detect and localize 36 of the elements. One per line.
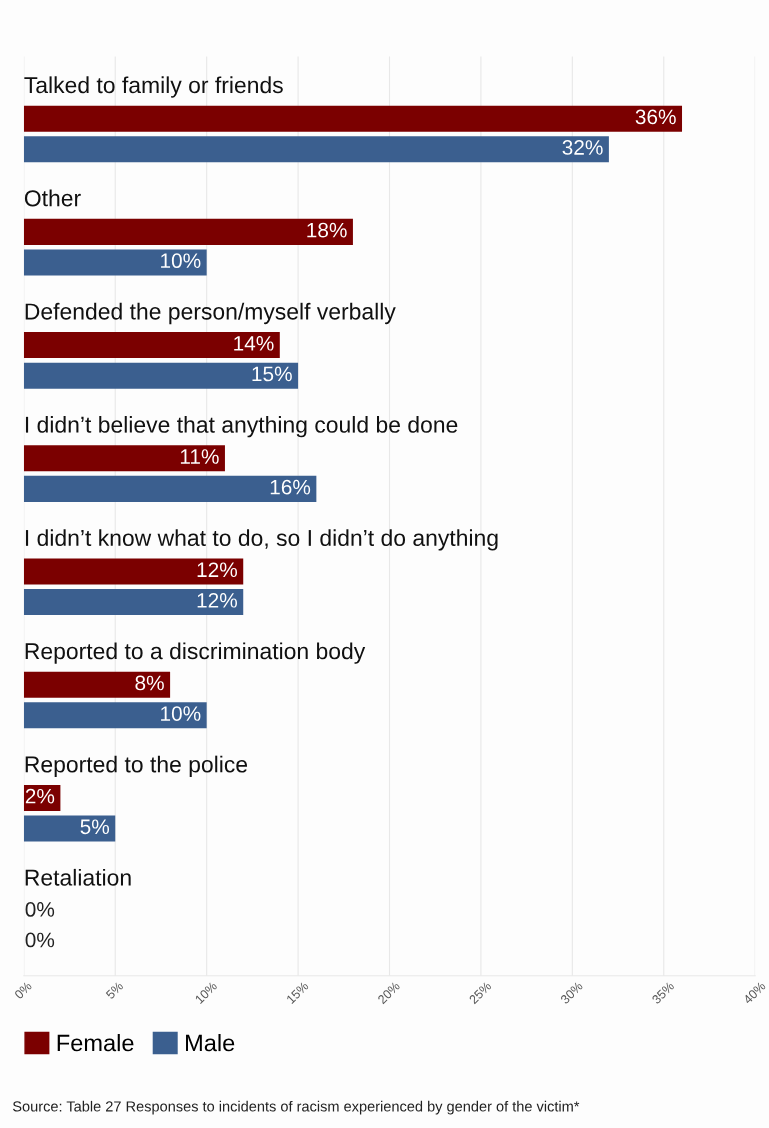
y-tick-label: Reported to the police (25, 755, 248, 778)
data-label: 16% (270, 479, 311, 495)
x-tick-label: 10% (194, 981, 218, 1005)
data-label: 0% (25, 932, 55, 948)
y-tick-label: Defended the person/myself verbally (25, 302, 396, 325)
data-label: 8% (135, 675, 164, 691)
x-tick-label: 0% (13, 981, 33, 1000)
data-label: 32% (562, 140, 603, 155)
data-label: 2% (25, 788, 55, 804)
y-tick-label: I didn’t know what to do, so I didn’t do anything (25, 529, 498, 551)
legend-label: Male (186, 1033, 235, 1052)
data-label: 0% (25, 902, 55, 917)
data-label: 15% (252, 366, 292, 382)
x-tick-label: 25% (468, 981, 492, 1005)
data-label: 18% (307, 222, 347, 238)
data-label: 12% (197, 592, 238, 608)
data-label: 14% (234, 336, 274, 351)
y-tick-label: Reported to a discrimination body (25, 642, 366, 664)
y-tick-label: Other (24, 189, 81, 207)
source-note: Source: Table 27 Responses to incidents of racism experienced by gender of the victim* (12, 1100, 580, 1115)
y-tick-label: I didn’t believe that anything could be done (25, 416, 458, 438)
data-label: 10% (161, 706, 201, 721)
y-tick-label: Retaliation (25, 868, 131, 886)
x-tick-label: 30% (559, 981, 584, 1005)
x-tick-label: 20% (377, 981, 401, 1005)
data-label: 10% (161, 253, 201, 269)
data-label: 11% (180, 449, 219, 464)
x-tick-label: 35% (651, 981, 675, 1005)
data-label: 5% (80, 819, 110, 835)
data-label: 12% (197, 562, 238, 578)
data-label: 36% (635, 109, 676, 125)
x-tick-label: 40% (742, 981, 767, 1005)
x-tick-label: 15% (286, 981, 309, 1005)
x-tick-label: 5% (105, 981, 124, 1000)
legend-label: Female (57, 1033, 134, 1052)
y-tick-label: Talked to family or friends (24, 76, 283, 98)
